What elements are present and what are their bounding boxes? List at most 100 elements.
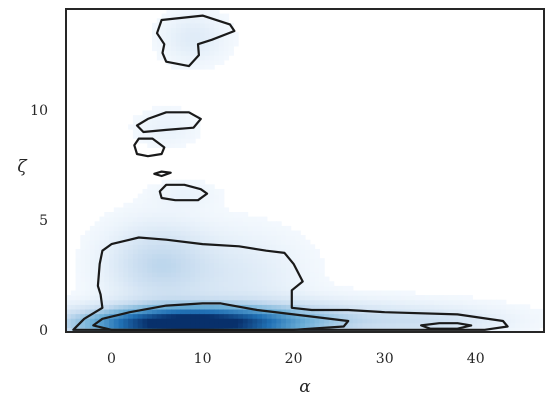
density-cell — [162, 272, 167, 277]
density-cell — [233, 258, 238, 263]
density-cell — [381, 323, 386, 328]
density-cell — [348, 323, 353, 328]
density-cell — [209, 281, 214, 286]
density-cell — [186, 41, 191, 46]
density-cell — [190, 134, 195, 139]
density-cell — [166, 120, 171, 125]
density-cell — [224, 318, 229, 323]
density-cell — [420, 318, 425, 323]
density-cell — [109, 286, 114, 291]
density-cell — [171, 138, 176, 143]
density-cell — [147, 226, 152, 231]
density-cell — [267, 281, 272, 286]
density-cell — [123, 244, 128, 249]
density-cell — [338, 314, 343, 319]
density-cell — [186, 212, 191, 217]
density-cell — [76, 254, 81, 259]
density-cell — [219, 267, 224, 272]
density-cell — [401, 295, 406, 300]
density-cell — [262, 263, 267, 268]
density-cell — [195, 290, 200, 295]
density-cell — [238, 272, 243, 277]
density-cell — [85, 230, 90, 235]
density-cell — [209, 286, 214, 291]
density-cell — [224, 51, 229, 56]
density-cell — [219, 194, 224, 199]
density-cell — [243, 323, 248, 328]
density-cell — [291, 235, 296, 240]
density-cell — [233, 235, 238, 240]
density-cell — [99, 277, 104, 282]
density-cell — [80, 286, 85, 291]
density-cell — [195, 37, 200, 42]
density-cell — [195, 207, 200, 212]
density-cell — [233, 32, 238, 37]
density-cell — [501, 304, 506, 309]
density-cell — [319, 277, 324, 282]
density-cell — [238, 314, 243, 319]
density-cell — [90, 263, 95, 268]
density-cell — [248, 277, 253, 282]
density-cell — [300, 267, 305, 272]
density-cell — [381, 290, 386, 295]
density-cell — [348, 300, 353, 305]
density-cell — [186, 134, 191, 139]
density-cell — [248, 254, 253, 259]
density-cell — [171, 32, 176, 37]
density-cell — [281, 323, 286, 328]
density-cell — [238, 240, 243, 245]
density-cell — [252, 240, 257, 245]
density-cell — [281, 235, 286, 240]
density-cell — [267, 300, 272, 305]
density-cell — [272, 258, 277, 263]
density-cell — [229, 286, 234, 291]
density-cell — [262, 286, 267, 291]
density-cell — [257, 258, 262, 263]
density-cell — [281, 277, 286, 282]
density-cell — [448, 300, 453, 305]
density-cell — [90, 226, 95, 231]
density-cell — [262, 318, 267, 323]
density-cell — [90, 254, 95, 259]
density-cell — [214, 217, 219, 222]
density-cell — [272, 230, 277, 235]
density-cell — [119, 277, 124, 282]
density-cell — [76, 249, 81, 254]
density-cell — [76, 263, 81, 268]
density-cell — [166, 258, 171, 263]
density-cell — [109, 217, 114, 222]
density-cell — [80, 281, 85, 286]
density-cell — [434, 295, 439, 300]
density-cell — [85, 263, 90, 268]
density-cell — [205, 32, 210, 37]
density-cell — [166, 41, 171, 46]
density-cell — [123, 254, 128, 259]
density-cell — [281, 258, 286, 263]
density-cell — [511, 318, 516, 323]
density-cell — [128, 244, 133, 249]
density-cell — [123, 221, 128, 226]
density-cell — [181, 194, 186, 199]
density-cell — [233, 295, 238, 300]
density-cell — [152, 281, 157, 286]
density-cell — [229, 37, 234, 42]
density-cell — [123, 304, 128, 309]
density-cell — [128, 267, 133, 272]
density-cell — [267, 304, 272, 309]
density-cell — [133, 263, 138, 268]
density-cell — [80, 258, 85, 263]
density-cell — [142, 124, 147, 129]
density-cell — [272, 286, 277, 291]
density-cell — [381, 318, 386, 323]
density-cell — [119, 249, 124, 254]
density-cell — [453, 295, 458, 300]
density-cell — [142, 323, 147, 328]
density-cell — [80, 323, 85, 328]
density-cell — [252, 323, 257, 328]
density-cell — [104, 221, 109, 226]
density-cell — [157, 134, 162, 139]
density-cell — [181, 32, 186, 37]
density-cell — [128, 226, 133, 231]
density-cell — [401, 304, 406, 309]
